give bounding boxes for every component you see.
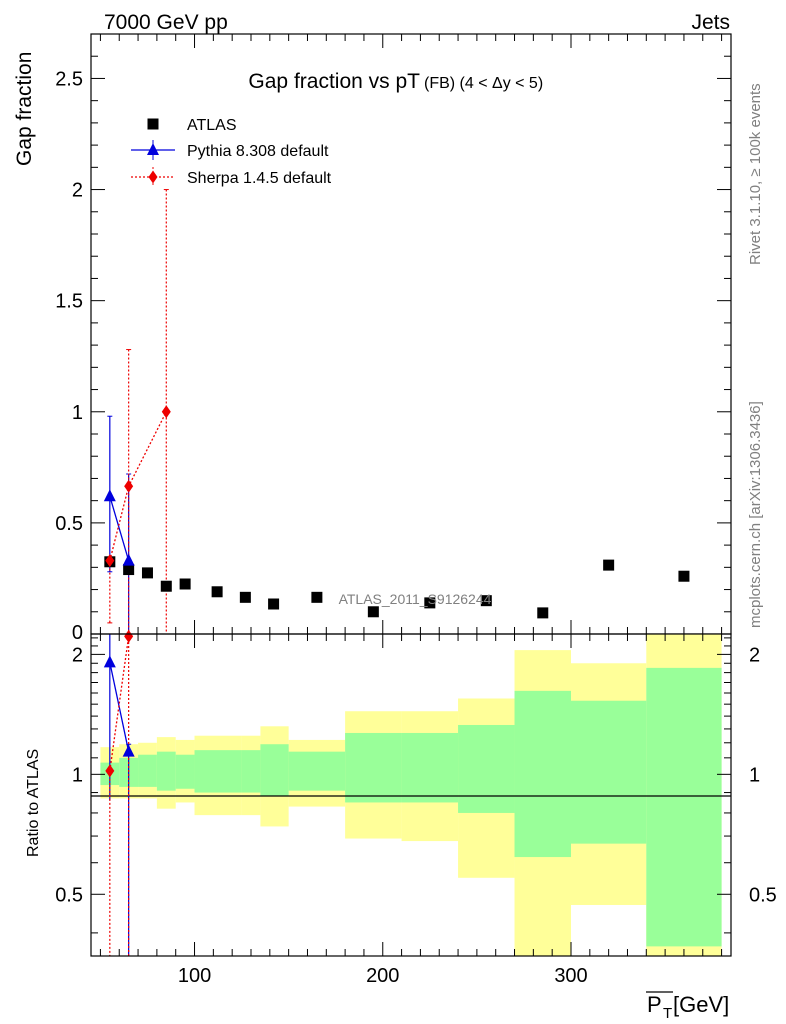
x-tick-label: 200 — [366, 965, 399, 987]
ratio-frame — [90, 633, 732, 957]
sherpa-data-point — [161, 405, 171, 419]
main-y-axis-label: Gap fraction — [13, 52, 36, 166]
header-process-label: Jets — [691, 11, 730, 34]
main-series-line — [109, 496, 130, 561]
atlas-data-point — [311, 591, 323, 603]
ratio-inner-band — [288, 751, 346, 791]
main-series-line — [109, 411, 167, 561]
ratio-axis-ticks: 0.5 0.5 1 1 2 2 100 200 300 — [55, 634, 777, 987]
ratio-y-tick-label-right: 2 — [749, 644, 760, 666]
ratio-sherpa-point — [124, 629, 134, 643]
ratio-y-tick-label-left: 0.5 — [55, 884, 83, 906]
main-y-tick-label: 0.5 — [55, 513, 83, 535]
ratio-inner-band — [458, 724, 515, 813]
header-collision-label: 7000 GeV pp — [104, 11, 228, 34]
pythia-data-point — [122, 553, 135, 566]
ratio-inner-band — [194, 750, 242, 793]
ratio-inner-band — [241, 750, 261, 793]
ratio-inner-band — [345, 732, 402, 803]
main-data-marks — [103, 189, 690, 635]
ratio-sherpa-point — [105, 764, 115, 778]
ratio-panel: 0.5 0.5 1 1 2 2 100 200 300 Ratio to ATLAS P T [… — [25, 629, 777, 1022]
legend-label: Pythia 8.308 default — [187, 143, 329, 160]
ratio-inner-band — [514, 690, 571, 858]
ratio-inner-band — [260, 744, 289, 797]
sherpa-data-point — [124, 479, 134, 493]
ratio-inner-band — [156, 751, 176, 791]
legend: ATLAS Pythia 8.308 default Sherpa 1.4.5 de… — [131, 117, 332, 187]
main-y-tick-label: 2 — [72, 180, 83, 202]
main-chart-subtitle: (FB) (4 < Δy < 5) — [424, 75, 543, 92]
ratio-y-tick-label-right: 0.5 — [749, 884, 777, 906]
atlas-data-point — [424, 597, 436, 609]
ratio-y-tick-label-left: 2 — [72, 644, 83, 666]
atlas-data-point — [179, 578, 191, 590]
ratio-y-tick-label-left: 1 — [72, 764, 83, 786]
atlas-data-point — [268, 598, 280, 610]
atlas-data-point — [211, 586, 223, 598]
main-y-tick-label-zero: 0 — [72, 622, 83, 644]
pythia-data-point — [103, 489, 116, 502]
sherpa-data-point — [105, 554, 115, 568]
ratio-inner-band — [138, 754, 157, 787]
legend-label: Sherpa 1.4.5 default — [187, 170, 332, 187]
mcplots-label: mcplots.cern.ch [arXiv:1306.3436] — [747, 401, 764, 628]
ratio-pythia-point — [122, 744, 135, 757]
analysis-watermark: ATLAS_2011_S9126244 — [339, 591, 492, 607]
ratio-series-line — [109, 636, 130, 771]
rivet-version-label: Rivet 3.1.10, ≥ 100k events — [747, 83, 764, 265]
atlas-data-point — [123, 564, 135, 576]
atlas-data-point — [678, 570, 690, 582]
main-axis-ticks: 0.5 1 1.5 2 2.5 0 — [55, 34, 731, 644]
x-tick-label: 100 — [178, 965, 211, 987]
legend-marker — [147, 143, 159, 155]
ratio-uncertainty-bands — [100, 634, 722, 956]
ratio-pythia-point — [103, 655, 116, 668]
svg-text:P: P — [647, 992, 662, 1017]
ratio-data-marks — [103, 629, 135, 956]
legend-marker — [148, 170, 158, 184]
main-y-tick-label: 2.5 — [55, 68, 83, 90]
x-axis-label: P T [GeV] — [646, 991, 729, 1022]
main-y-tick-label: 1 — [72, 402, 83, 424]
ratio-y-tick-label-right: 1 — [749, 764, 760, 786]
atlas-data-point — [160, 580, 172, 592]
x-tick-label: 300 — [554, 965, 587, 987]
ratio-inner-band — [401, 732, 459, 803]
atlas-data-point — [239, 591, 251, 603]
ratio-inner-band — [646, 667, 722, 947]
main-chart-title: Gap fraction vs pT — [248, 70, 420, 93]
legend-label: ATLAS — [187, 117, 237, 134]
main-panel: ATLAS_2011_S9126244 0.5 1 1.5 2 2.5 0 Gap fra… — [13, 33, 732, 644]
atlas-data-point — [141, 567, 153, 579]
ratio-y-axis-label: Ratio to ATLAS — [25, 749, 42, 857]
ratio-inner-band — [571, 700, 647, 844]
legend-marker — [147, 118, 159, 130]
ratio-inner-band — [175, 754, 195, 789]
svg-text:T: T — [663, 1005, 672, 1022]
svg-text:[GeV]: [GeV] — [673, 992, 729, 1017]
atlas-data-point — [480, 595, 492, 607]
main-y-tick-label: 1.5 — [55, 291, 83, 313]
atlas-data-point — [367, 606, 379, 618]
atlas-data-point — [603, 559, 615, 571]
atlas-data-point — [537, 607, 549, 619]
